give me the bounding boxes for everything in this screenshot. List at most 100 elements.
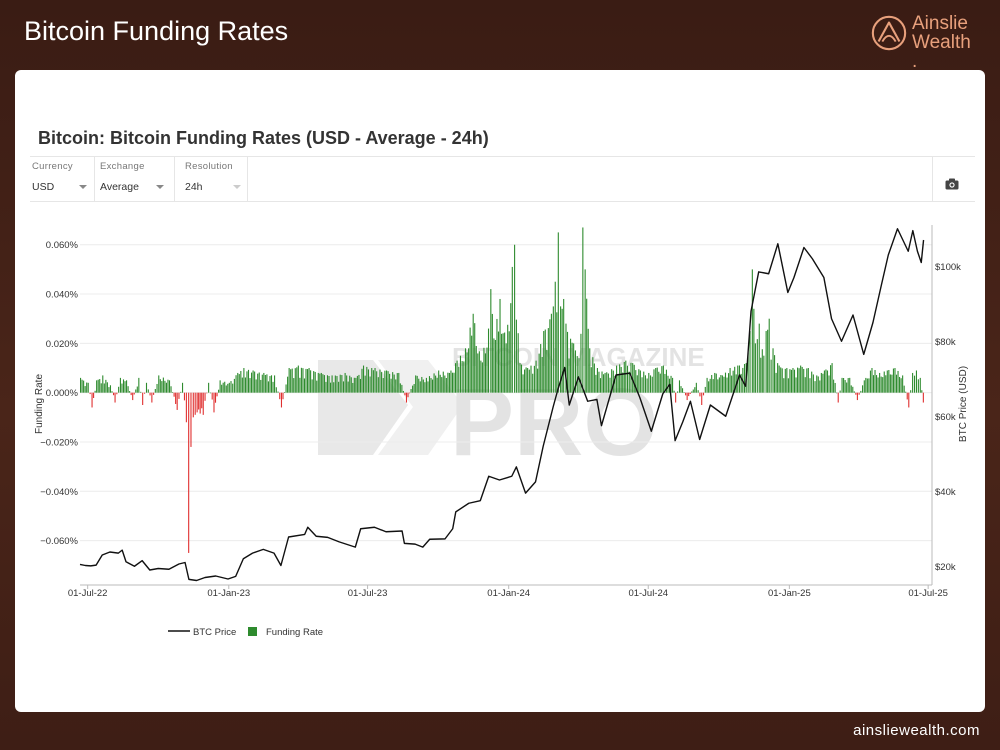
funding-rate-bar — [249, 378, 251, 393]
funding-rate-bar — [685, 392, 687, 396]
funding-rate-bar — [630, 362, 632, 393]
funding-rate-bar — [80, 377, 82, 393]
currency-select[interactable]: Currency USD — [30, 157, 95, 201]
funding-rate-bar — [841, 377, 843, 393]
funding-rate-bar — [823, 370, 825, 393]
footer-url[interactable]: ainsliewealth.com — [853, 722, 980, 739]
x-tick-label: 01-Jan-23 — [207, 588, 250, 599]
funding-rate-bar — [93, 392, 95, 398]
funding-rate-bar — [793, 369, 796, 393]
funding-rate-bar — [592, 357, 594, 393]
x-axis-ticks: 01-Jul-22 01-Jan-23 01-Jul-23 01-Jan-24 01-J… — [68, 585, 948, 599]
funding-rate-bar — [822, 373, 824, 393]
funding-rate-bar — [296, 367, 298, 393]
funding-rate-bar — [444, 375, 446, 393]
funding-rate-bar — [812, 374, 814, 393]
funding-rate-bar — [180, 391, 182, 393]
funding-rate-bar — [421, 376, 423, 393]
exchange-select[interactable]: Exchange Average — [98, 157, 175, 201]
funding-rate-bar — [307, 369, 309, 393]
funding-rate-bar — [817, 376, 819, 393]
funding-rate-bar — [496, 318, 498, 393]
chevron-down-icon — [233, 185, 241, 189]
funding-rate-bar — [589, 348, 591, 393]
funding-rate-bar — [126, 380, 128, 393]
funding-rate-bar — [119, 377, 121, 393]
funding-rate-bar — [731, 375, 733, 393]
funding-rate-bar — [364, 375, 366, 393]
funding-rate-bar — [474, 323, 476, 393]
chart-title: Bitcoin: Bitcoin Funding Rates (USD - Av… — [38, 128, 489, 148]
funding-rate-bar — [466, 352, 468, 393]
funding-rate-bar — [789, 369, 791, 393]
funding-rate-bar — [921, 390, 923, 393]
funding-rate-bar — [297, 365, 299, 393]
funding-rate-bar — [362, 365, 365, 393]
funding-rate-bar — [450, 370, 452, 393]
funding-rate-bar — [230, 381, 232, 393]
funding-rate-bars — [80, 227, 924, 553]
resolution-select[interactable]: Resolution 24h — [183, 157, 248, 201]
funding-rate-bar — [505, 343, 507, 393]
funding-rate-bar — [325, 381, 327, 393]
funding-rate-bar — [401, 384, 403, 393]
funding-rate-bar — [480, 360, 482, 393]
funding-rate-bar — [399, 383, 401, 393]
funding-rate-bar — [164, 380, 166, 393]
funding-rate-bar — [798, 368, 800, 393]
funding-rate-bar — [100, 383, 102, 393]
funding-rate-bar — [279, 392, 281, 400]
funding-rate-bar — [767, 329, 769, 393]
funding-rate-bar — [225, 385, 227, 393]
funding-rate-bar — [544, 329, 546, 393]
funding-rate-bar — [408, 392, 411, 394]
funding-rate-bar — [566, 331, 569, 393]
funding-rate-bar — [547, 328, 549, 393]
logo-mark-icon — [871, 15, 907, 51]
funding-rate-bar — [393, 374, 395, 393]
funding-rate-bar — [322, 374, 324, 393]
legend-funding-label[interactable]: Funding Rate — [266, 627, 323, 638]
camera-icon[interactable] — [945, 178, 959, 190]
funding-rate-bar — [556, 312, 558, 393]
funding-rate-bar — [527, 368, 529, 393]
funding-rate-bar — [487, 328, 490, 393]
funding-rate-bar — [142, 392, 144, 405]
funding-rate-bar — [432, 379, 434, 393]
funding-rate-bar — [451, 372, 454, 393]
currency-value: USD — [32, 181, 55, 193]
funding-rate-bar — [833, 379, 835, 393]
funding-rate-bar — [891, 374, 893, 393]
header-title: Bitcoin Funding Rates — [24, 16, 289, 46]
funding-rate-bar — [611, 369, 613, 393]
funding-rate-bar — [820, 372, 822, 393]
funding-rate-bar — [704, 386, 706, 393]
funding-rate-bar — [447, 372, 449, 393]
funding-rate-bar — [596, 368, 598, 393]
funding-rate-bar — [549, 319, 551, 393]
funding-rate-bar — [836, 392, 838, 394]
funding-rate-bar — [603, 374, 605, 393]
funding-rate-bar — [844, 380, 846, 393]
legend-price-label[interactable]: BTC Price — [193, 627, 236, 638]
funding-rate-bar — [478, 351, 480, 393]
funding-rate-bar — [258, 372, 260, 393]
funding-rate-bar — [659, 373, 661, 393]
funding-rate-bar — [468, 348, 470, 393]
funding-rate-bar — [850, 385, 852, 393]
funding-rate-bar — [390, 378, 392, 393]
funding-rate-bar — [560, 306, 562, 393]
funding-rate-bar — [760, 357, 762, 393]
funding-rate-bar — [906, 392, 908, 400]
funding-rate-bar — [646, 378, 648, 393]
funding-rate-bar — [900, 378, 902, 393]
funding-rate-bar — [672, 377, 674, 393]
funding-rate-bar — [770, 359, 772, 393]
funding-rate-bar — [291, 368, 293, 393]
funding-rate-bar — [336, 375, 338, 393]
funding-rate-bar — [510, 303, 512, 393]
funding-rate-bar — [787, 378, 789, 393]
funding-rate-bar — [274, 375, 276, 393]
funding-rate-bar — [806, 368, 808, 393]
